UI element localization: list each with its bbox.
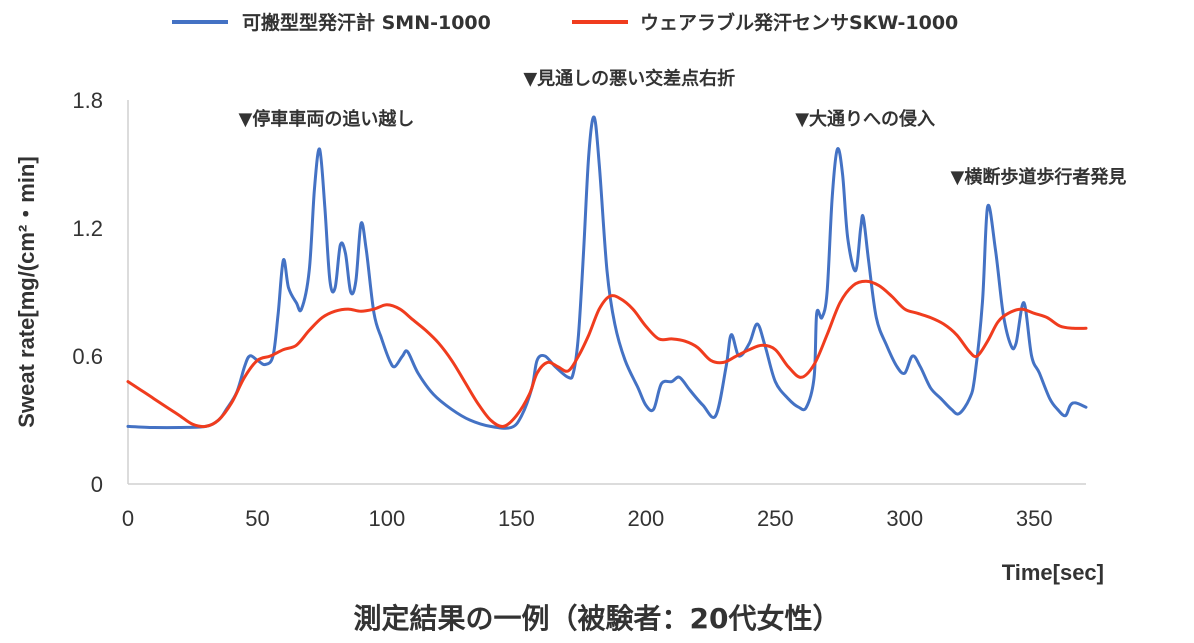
legend-label-series-1: ウェアラブル発汗センサSKW-1000: [640, 11, 958, 34]
annotation-1: ▼見通しの悪い交差点右折: [523, 68, 735, 90]
y-tick-label: 1.8: [72, 88, 103, 113]
x-tick-labels: 0 50 100 150 200 250 300 350: [122, 506, 1053, 531]
legend-entry-series-1: ウェアラブル発汗センサSKW-1000: [572, 11, 958, 34]
chart-caption: 測定結果の一例（被験者：20代女性）: [354, 602, 841, 635]
x-tick-label: 300: [886, 506, 923, 531]
x-tick-label: 0: [122, 506, 134, 531]
annotation-0: ▼停車車両の追い越し: [239, 108, 415, 130]
x-tick-label: 100: [369, 506, 406, 531]
x-tick-label: 150: [498, 506, 535, 531]
series-line-1: [126, 279, 1088, 429]
x-tick-label: 200: [627, 506, 664, 531]
legend: 可搬型型発汗計 SMN-1000 ウェアラブル発汗センサSKW-1000: [172, 11, 958, 34]
annotations: ▼停車車両の追い越し ▼見通しの悪い交差点右折 ▼大通りへの侵入 ▼横断歩道歩行者発見: [239, 68, 1127, 188]
x-tick-label: 50: [245, 506, 269, 531]
annotation-3: ▼横断歩道歩行者発見: [951, 166, 1127, 188]
y-tick-label: 1.2: [72, 216, 103, 241]
annotation-2: ▼大通りへの侵入: [795, 108, 935, 130]
x-axis-label: Time[sec]: [1002, 560, 1104, 585]
x-tick-label: 250: [757, 506, 794, 531]
y-tick-label: 0.6: [72, 344, 103, 369]
x-tick-label: 350: [1016, 506, 1053, 531]
y-axis-label: Sweat rate[mg/(cm²・min]: [14, 156, 39, 427]
legend-label-series-0: 可搬型型発汗計 SMN-1000: [242, 11, 491, 34]
y-tick-label: 0: [91, 472, 103, 497]
y-tick-labels: 0 0.6 1.2 1.8: [72, 88, 103, 497]
series-line-0: [126, 115, 1088, 430]
legend-entry-series-0: 可搬型型発汗計 SMN-1000: [172, 11, 491, 34]
